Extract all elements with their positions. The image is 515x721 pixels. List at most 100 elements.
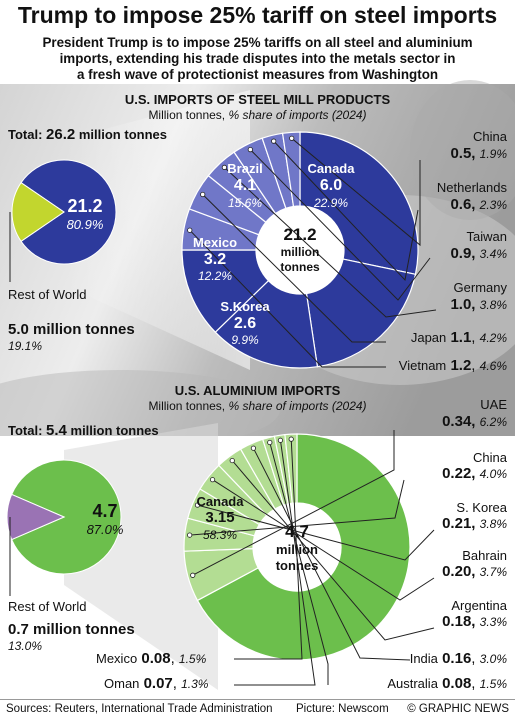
steel-top10-share: 80.9% <box>66 217 104 232</box>
steel-leader-vietnam <box>189 229 386 368</box>
aluminium-leader-dot-oman <box>277 437 284 443</box>
aluminium-split-top10-slice <box>11 459 122 575</box>
aluminium-label-oman: Oman 0.07, 1.3% <box>104 675 209 692</box>
aluminium-label-canada-value: 3.15 <box>205 509 235 526</box>
headline: Trump to impose 25% tariff on steel impo… <box>17 2 498 28</box>
steel-label-mexico-name: Mexico <box>192 235 238 250</box>
aluminium-leader-india <box>252 447 411 661</box>
aluminium-top10-value: 4.7 <box>92 501 118 521</box>
footer-rule <box>0 699 515 700</box>
aluminium-label-skorea-name: S. Korea <box>456 500 507 515</box>
aluminium-split-rest-slice <box>6 493 66 541</box>
aluminium-center-unit-1: million <box>276 542 318 557</box>
aluminium-leader-uae <box>192 430 395 576</box>
aluminium-label-australia: Australia 0.08, 1.5% <box>387 675 507 692</box>
aluminium-rest-name: Rest of World <box>8 599 87 614</box>
aluminium-leader-dot-argentina <box>229 457 235 464</box>
steel-label-brazil-value: 4.1 <box>233 177 257 194</box>
steel-leader-china <box>291 137 421 247</box>
aluminium-leader-argentina <box>231 460 435 641</box>
coil-shape <box>410 80 515 220</box>
steel-label-china-value: 0.5, 1.9% <box>450 145 507 162</box>
aluminium-leader-mexico <box>234 439 303 660</box>
steel-rest-name: Rest of World <box>8 287 87 302</box>
aluminium-label-uae-value: 0.34, 6.2% <box>442 413 507 430</box>
steel-label-netherlands-value: 0.6, 2.3% <box>450 196 507 213</box>
aluminium-chart-title: U.S. ALUMINIUM IMPORTS <box>174 383 341 398</box>
steel-label-brazil-share: 15.6% <box>227 196 263 210</box>
steel-leader-netherlands <box>273 140 419 282</box>
aluminium-label-china-value: 0.22, 4.0% <box>442 465 507 482</box>
steel-chart-subtitle: Million tonnes, % share of imports (2024… <box>148 108 367 122</box>
steel-label-skorea-share: 9.9% <box>231 333 259 347</box>
steel-center-unit-1: million <box>280 245 320 259</box>
aluminium-label-uae-name: UAE <box>480 397 507 412</box>
steel-center-value: 21.2 <box>283 225 317 244</box>
steel-label-canada-share: 22.9% <box>313 196 349 210</box>
aluminium-label-mexico: Mexico 0.08, 1.5% <box>96 650 207 667</box>
aluminium-leader-bahrain <box>212 479 435 601</box>
steel-label-china-name: China <box>473 129 507 144</box>
steel-rest-share: 19.1% <box>8 339 43 353</box>
standfirst-line-3: a fresh wave of protectionist measures f… <box>76 67 439 82</box>
steel-leader-dot-vietnam <box>187 227 193 233</box>
aluminium-center-unit-2: tonnes <box>275 558 319 573</box>
steel-label-taiwan-value: 0.9, 3.4% <box>450 245 507 262</box>
steel-label-canada-value: 6.0 <box>319 177 343 194</box>
aluminium-leader-australia <box>269 442 329 685</box>
steel-top10-value: 21.2 <box>67 196 103 216</box>
aluminium-label-india: India 0.16, 3.0% <box>409 650 507 667</box>
steel-total: Total: 26.2 million tonnes <box>8 126 167 143</box>
aluminium-total: Total: 5.4 million tonnes <box>8 422 159 439</box>
steel-label-taiwan-name: Taiwan <box>466 229 507 244</box>
steel-leader-dot-china <box>289 135 295 141</box>
steel-split-rest-slice <box>11 181 65 243</box>
steel-leader-dot-germany <box>221 164 228 170</box>
steel-label-vietnam: Vietnam 1.2, 4.6% <box>398 357 507 374</box>
aluminium-leader-china <box>189 479 405 536</box>
aluminium-rest-value: 0.7 million tonnes <box>8 621 135 638</box>
standfirst-line-1: President Trump is to impose 25% tariffs… <box>42 35 473 50</box>
steel-split-top10-slice <box>20 159 117 265</box>
aluminium-leader-s-korea <box>197 504 435 561</box>
steel-leader-dot-japan <box>200 191 206 198</box>
aluminium-label-bahrain-value: 0.20, 3.7% <box>442 563 507 580</box>
steel-leader-dot-taiwan <box>247 147 253 153</box>
aluminium-leader-dot-bahrain <box>209 477 216 483</box>
steel-label-mexico-share: 12.2% <box>197 269 233 283</box>
aluminium-chart-subtitle: Million tonnes, % share of imports (2024… <box>148 399 367 413</box>
aluminium-center-value: 4.7 <box>285 522 309 541</box>
aluminium-leader-oman <box>234 440 316 686</box>
aluminium-label-argentina-name: Argentina <box>451 598 507 613</box>
steel-leader-dot-netherlands <box>271 138 277 144</box>
steel-chart-title: U.S. IMPORTS OF STEEL MILL PRODUCTS <box>124 92 391 107</box>
steel-label-canada-name: Canada <box>307 161 355 176</box>
aluminium-label-argentina-value: 0.18, 3.3% <box>442 613 507 630</box>
aluminium-label-skorea-value: 0.21, 3.8% <box>442 515 507 532</box>
aluminium-label-canada-share: 58.3% <box>202 528 238 542</box>
aluminium-leader-dot-china <box>187 532 193 538</box>
aluminium-label-canada-name: Canada <box>196 494 244 509</box>
aluminium-rest-share: 13.0% <box>8 639 43 653</box>
aluminium-leader-dot-mexico <box>288 436 294 442</box>
steel-label-skorea-value: 2.6 <box>233 315 257 332</box>
steel-label-germany-value: 1.0, 3.8% <box>450 296 507 313</box>
steel-leader-japan <box>202 194 386 343</box>
steel-donut-hole <box>256 206 344 294</box>
standfirst-line-2: imports, extending his trade disputes in… <box>59 51 456 66</box>
aluminium-leader-dot-uae <box>190 572 196 578</box>
steel-leader-germany <box>224 166 437 318</box>
aluminium-label-china-name: China <box>473 450 507 465</box>
aluminium-leader-dot-australia <box>267 439 273 446</box>
steel-rest-value: 5.0 million tonnes <box>8 321 135 338</box>
steel-label-netherlands-name: Netherlands <box>436 180 507 195</box>
steel-label-germany-name: Germany <box>453 280 507 295</box>
aluminium-leader-dot-india <box>250 445 257 451</box>
footer-sources: Sources: Reuters, International Trade Ad… <box>6 703 273 715</box>
footer-picture: Picture: Newscom <box>296 703 389 715</box>
aluminium-label-bahrain-name: Bahrain <box>462 548 507 563</box>
steel-center-unit-2: tonnes <box>280 260 320 274</box>
footer-credit: © GRAPHIC NEWS <box>407 703 509 715</box>
steel-label-mexico-value: 3.2 <box>203 251 227 268</box>
